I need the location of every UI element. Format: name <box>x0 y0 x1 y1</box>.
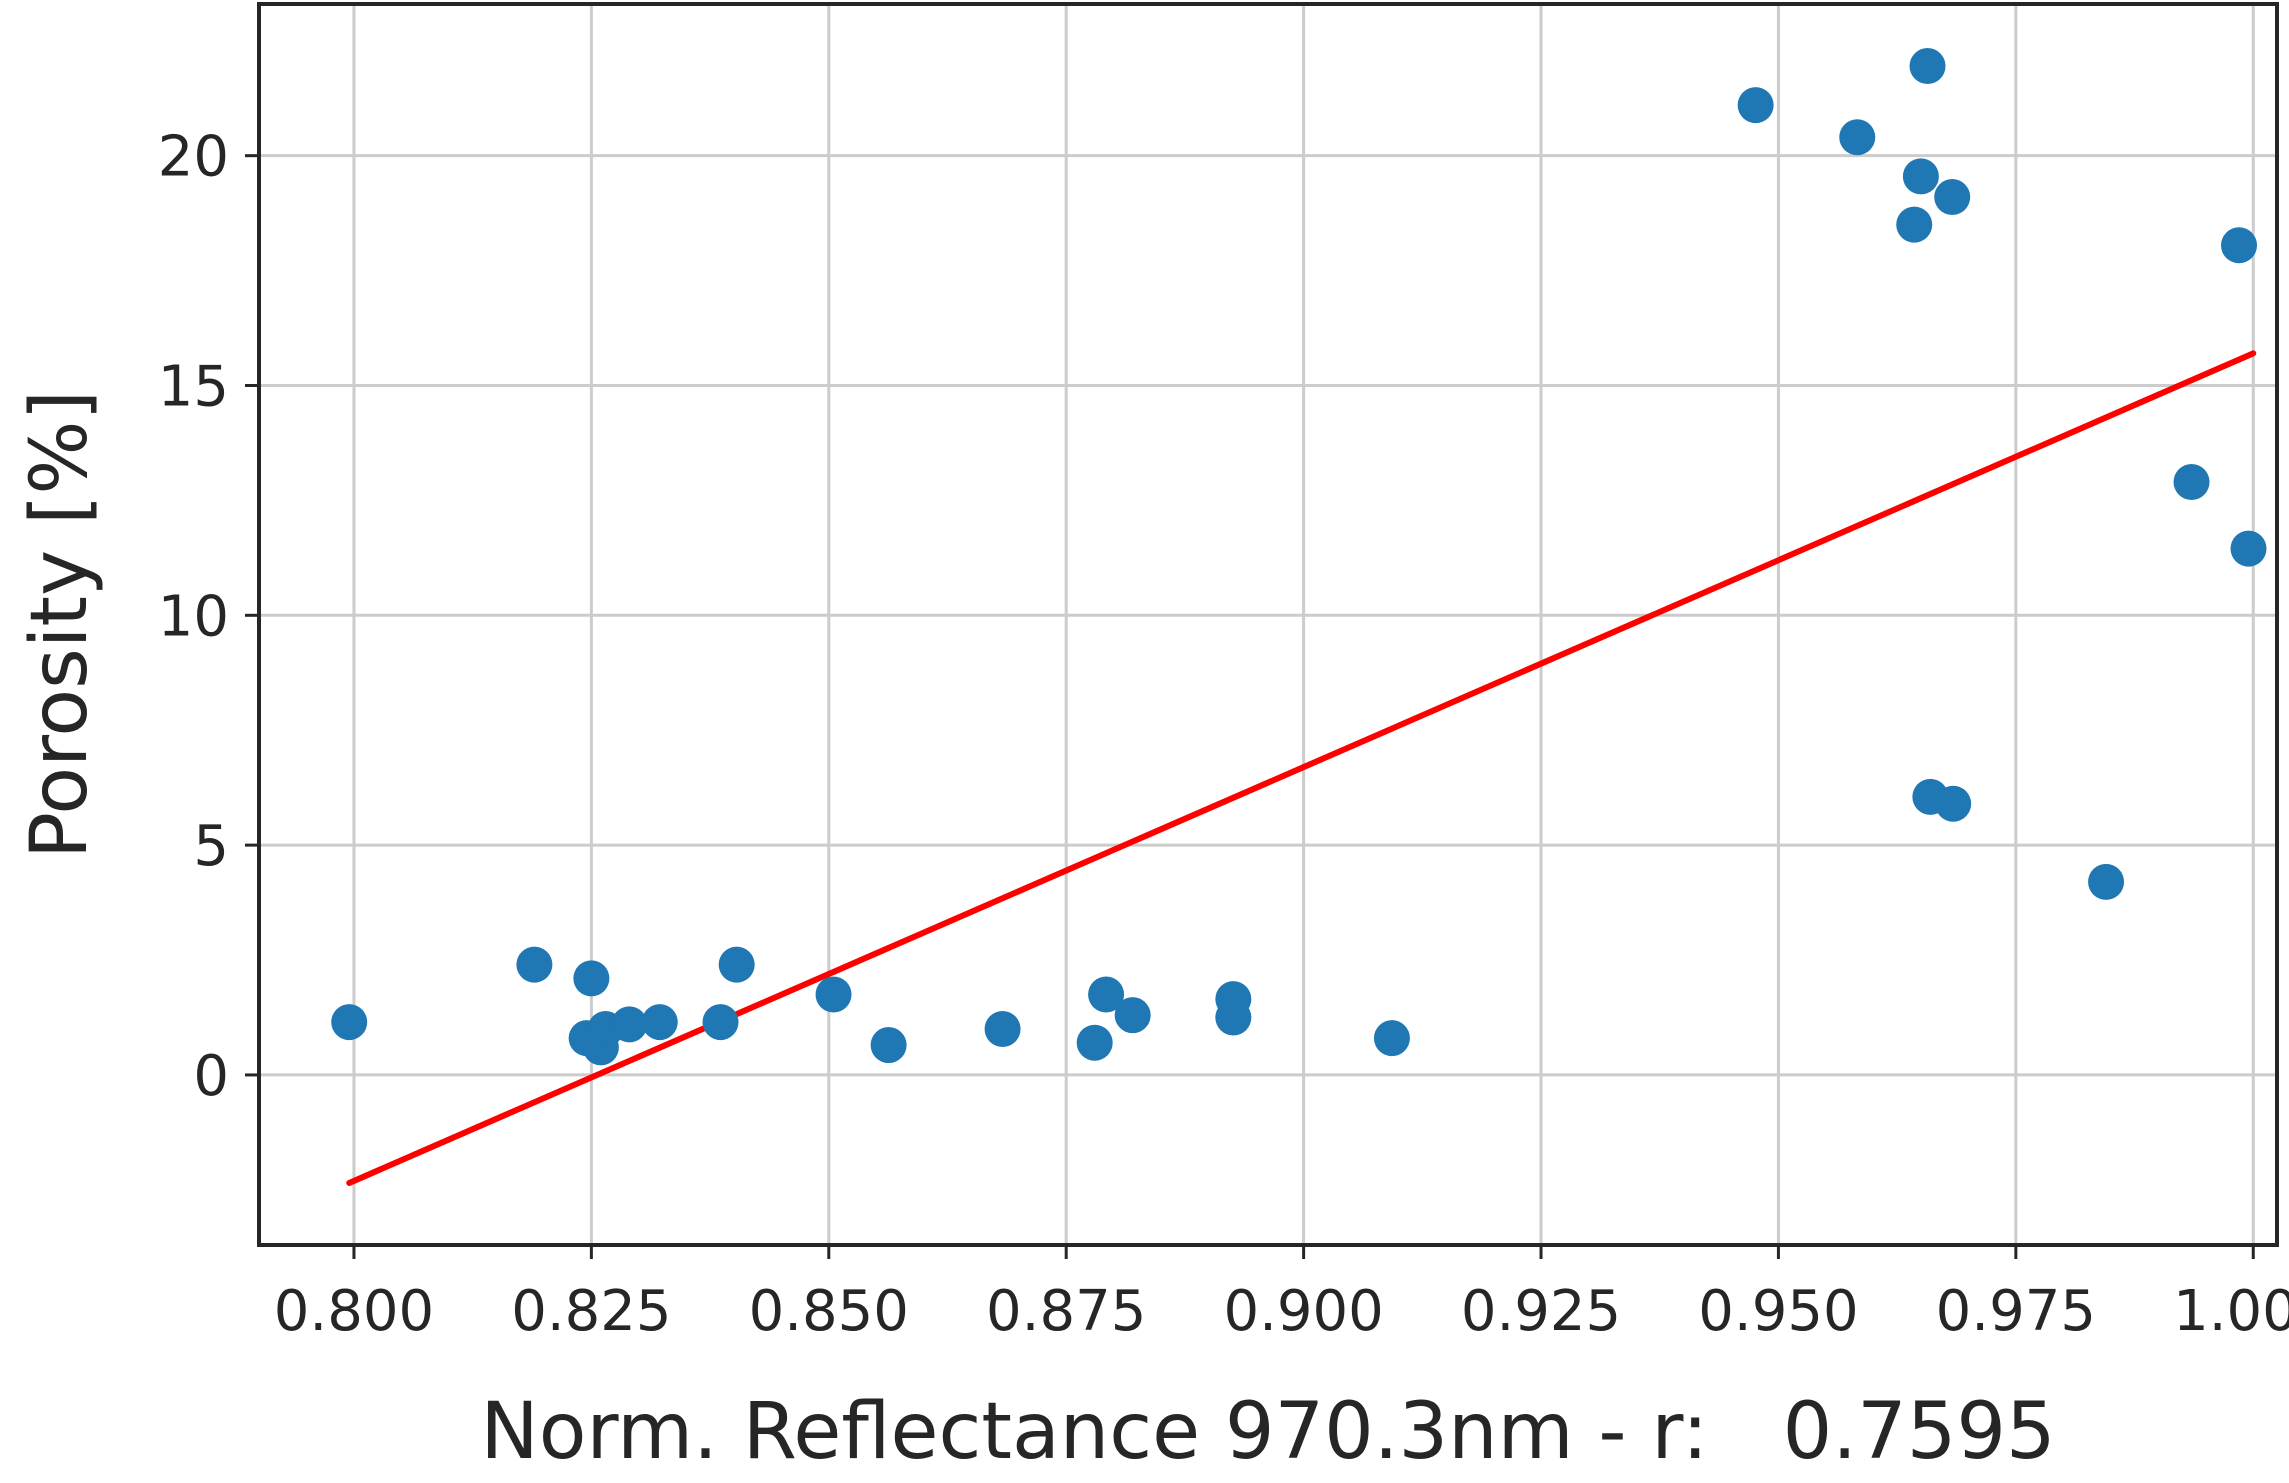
data-point <box>641 1004 678 1041</box>
ticks-layer <box>245 154 2255 1259</box>
plot-frame <box>257 2 2279 1247</box>
x-tick-label: 0.975 <box>1936 1279 2096 1344</box>
x-axis-title: Norm. Reflectance 970.3nm - r: 0.7595 <box>480 1387 2055 1477</box>
data-point <box>984 1010 1021 1047</box>
data-point <box>516 946 553 983</box>
data-point <box>1373 1020 1410 1057</box>
data-point <box>1909 48 1946 85</box>
y-tick-label: 0 <box>193 1044 229 1109</box>
x-tick-label: 1.000 <box>2173 1279 2289 1344</box>
x-tick-label: 0.800 <box>274 1279 434 1344</box>
data-point <box>2221 227 2258 264</box>
data-point <box>1902 158 1939 195</box>
data-point <box>702 1004 739 1041</box>
data-point <box>1215 999 1252 1036</box>
x-tick-label: 0.850 <box>749 1279 909 1344</box>
y-tick-label: 10 <box>158 584 229 649</box>
x-tick-label: 0.900 <box>1223 1279 1383 1344</box>
data-point <box>2173 464 2210 501</box>
data-point <box>573 960 610 997</box>
data-point <box>1088 976 1125 1013</box>
x-tick-label: 0.825 <box>511 1279 671 1344</box>
fit-line-layer <box>346 350 2257 1186</box>
data-point <box>1737 87 1774 124</box>
data-point <box>870 1027 907 1064</box>
x-tick-label: 0.875 <box>986 1279 1146 1344</box>
data-point <box>1896 206 1933 243</box>
grid-layer <box>259 4 2277 1245</box>
x-tick-label: 0.925 <box>1461 1279 1621 1344</box>
data-point <box>718 946 755 983</box>
tick-labels-layer: 0.800 0.825 0.850 0.875 0.900 0.925 0.950 0.975… <box>158 125 2289 1344</box>
data-point <box>331 1004 368 1041</box>
data-point <box>1839 119 1876 156</box>
data-point <box>611 1006 648 1043</box>
data-point <box>2230 530 2267 567</box>
data-point <box>1934 179 1971 216</box>
y-tick-label: 5 <box>193 814 229 879</box>
y-tick-label: 15 <box>158 354 229 419</box>
data-point <box>815 976 852 1013</box>
y-axis-title: Porosity [%] <box>15 390 105 859</box>
y-tick-label: 20 <box>158 125 229 190</box>
data-point <box>1076 1024 1113 1061</box>
data-point <box>2088 863 2125 900</box>
data-point <box>1114 997 1151 1034</box>
points-layer <box>331 48 2267 1066</box>
regression-line <box>346 350 2257 1186</box>
x-tick-label: 0.950 <box>1698 1279 1858 1344</box>
data-point <box>1935 785 1972 822</box>
